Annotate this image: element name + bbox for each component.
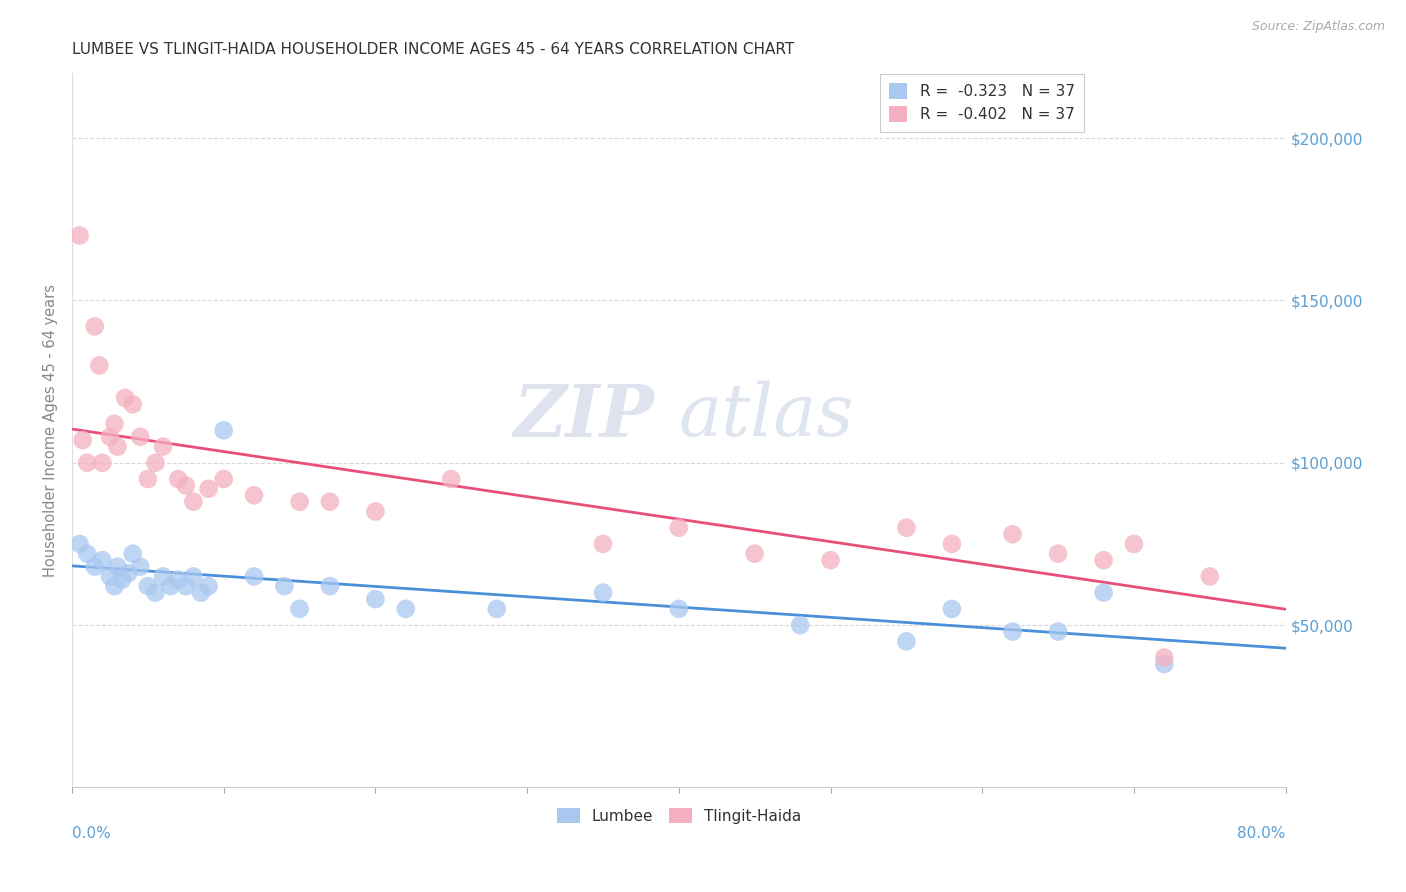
Legend: Lumbee, Tlingit-Haida: Lumbee, Tlingit-Haida [551,802,807,830]
Point [896,521,918,535]
Point [152,569,174,583]
Point [319,494,342,508]
Point [1047,547,1070,561]
Point [1092,553,1115,567]
Text: atlas: atlas [679,381,855,451]
Point [896,634,918,648]
Point [145,585,167,599]
Point [69,537,91,551]
Point [83,559,105,574]
Point [183,494,205,508]
Point [1198,569,1220,583]
Point [89,359,111,373]
Point [197,579,219,593]
Point [76,456,98,470]
Point [190,585,212,599]
Point [76,547,98,561]
Point [288,602,311,616]
Y-axis label: Householder Income Ages 45 - 64 years: Householder Income Ages 45 - 64 years [44,284,58,577]
Point [91,553,114,567]
Point [941,537,963,551]
Point [129,559,152,574]
Point [98,430,121,444]
Point [592,537,614,551]
Point [69,228,91,243]
Point [167,472,190,486]
Point [83,319,105,334]
Point [288,494,311,508]
Point [129,430,152,444]
Point [1047,624,1070,639]
Point [243,488,266,502]
Point [167,573,190,587]
Point [1001,624,1024,639]
Point [107,559,129,574]
Point [1153,650,1175,665]
Point [668,521,690,535]
Point [273,579,295,593]
Point [121,547,143,561]
Point [159,579,181,593]
Point [485,602,508,616]
Point [103,579,125,593]
Point [1092,585,1115,599]
Point [107,440,129,454]
Point [744,547,766,561]
Point [111,573,134,587]
Point [136,579,159,593]
Point [183,569,205,583]
Point [789,618,811,632]
Point [319,579,342,593]
Text: Source: ZipAtlas.com: Source: ZipAtlas.com [1251,20,1385,33]
Point [1001,527,1024,541]
Point [121,397,143,411]
Text: LUMBEE VS TLINGIT-HAIDA HOUSEHOLDER INCOME AGES 45 - 64 YEARS CORRELATION CHART: LUMBEE VS TLINGIT-HAIDA HOUSEHOLDER INCO… [72,42,794,57]
Text: 80.0%: 80.0% [1237,826,1285,841]
Point [243,569,266,583]
Point [364,592,387,607]
Point [820,553,842,567]
Point [174,579,197,593]
Point [212,472,235,486]
Point [145,456,167,470]
Point [941,602,963,616]
Point [72,433,94,447]
Point [98,569,121,583]
Point [91,456,114,470]
Point [114,391,136,405]
Point [1123,537,1146,551]
Point [136,472,159,486]
Point [668,602,690,616]
Point [117,566,139,581]
Point [103,417,125,431]
Point [364,504,387,518]
Point [152,440,174,454]
Point [395,602,418,616]
Text: ZIP: ZIP [513,381,655,451]
Point [174,478,197,492]
Point [1153,657,1175,671]
Point [592,585,614,599]
Point [212,423,235,437]
Text: 0.0%: 0.0% [72,826,111,841]
Point [197,482,219,496]
Point [440,472,463,486]
